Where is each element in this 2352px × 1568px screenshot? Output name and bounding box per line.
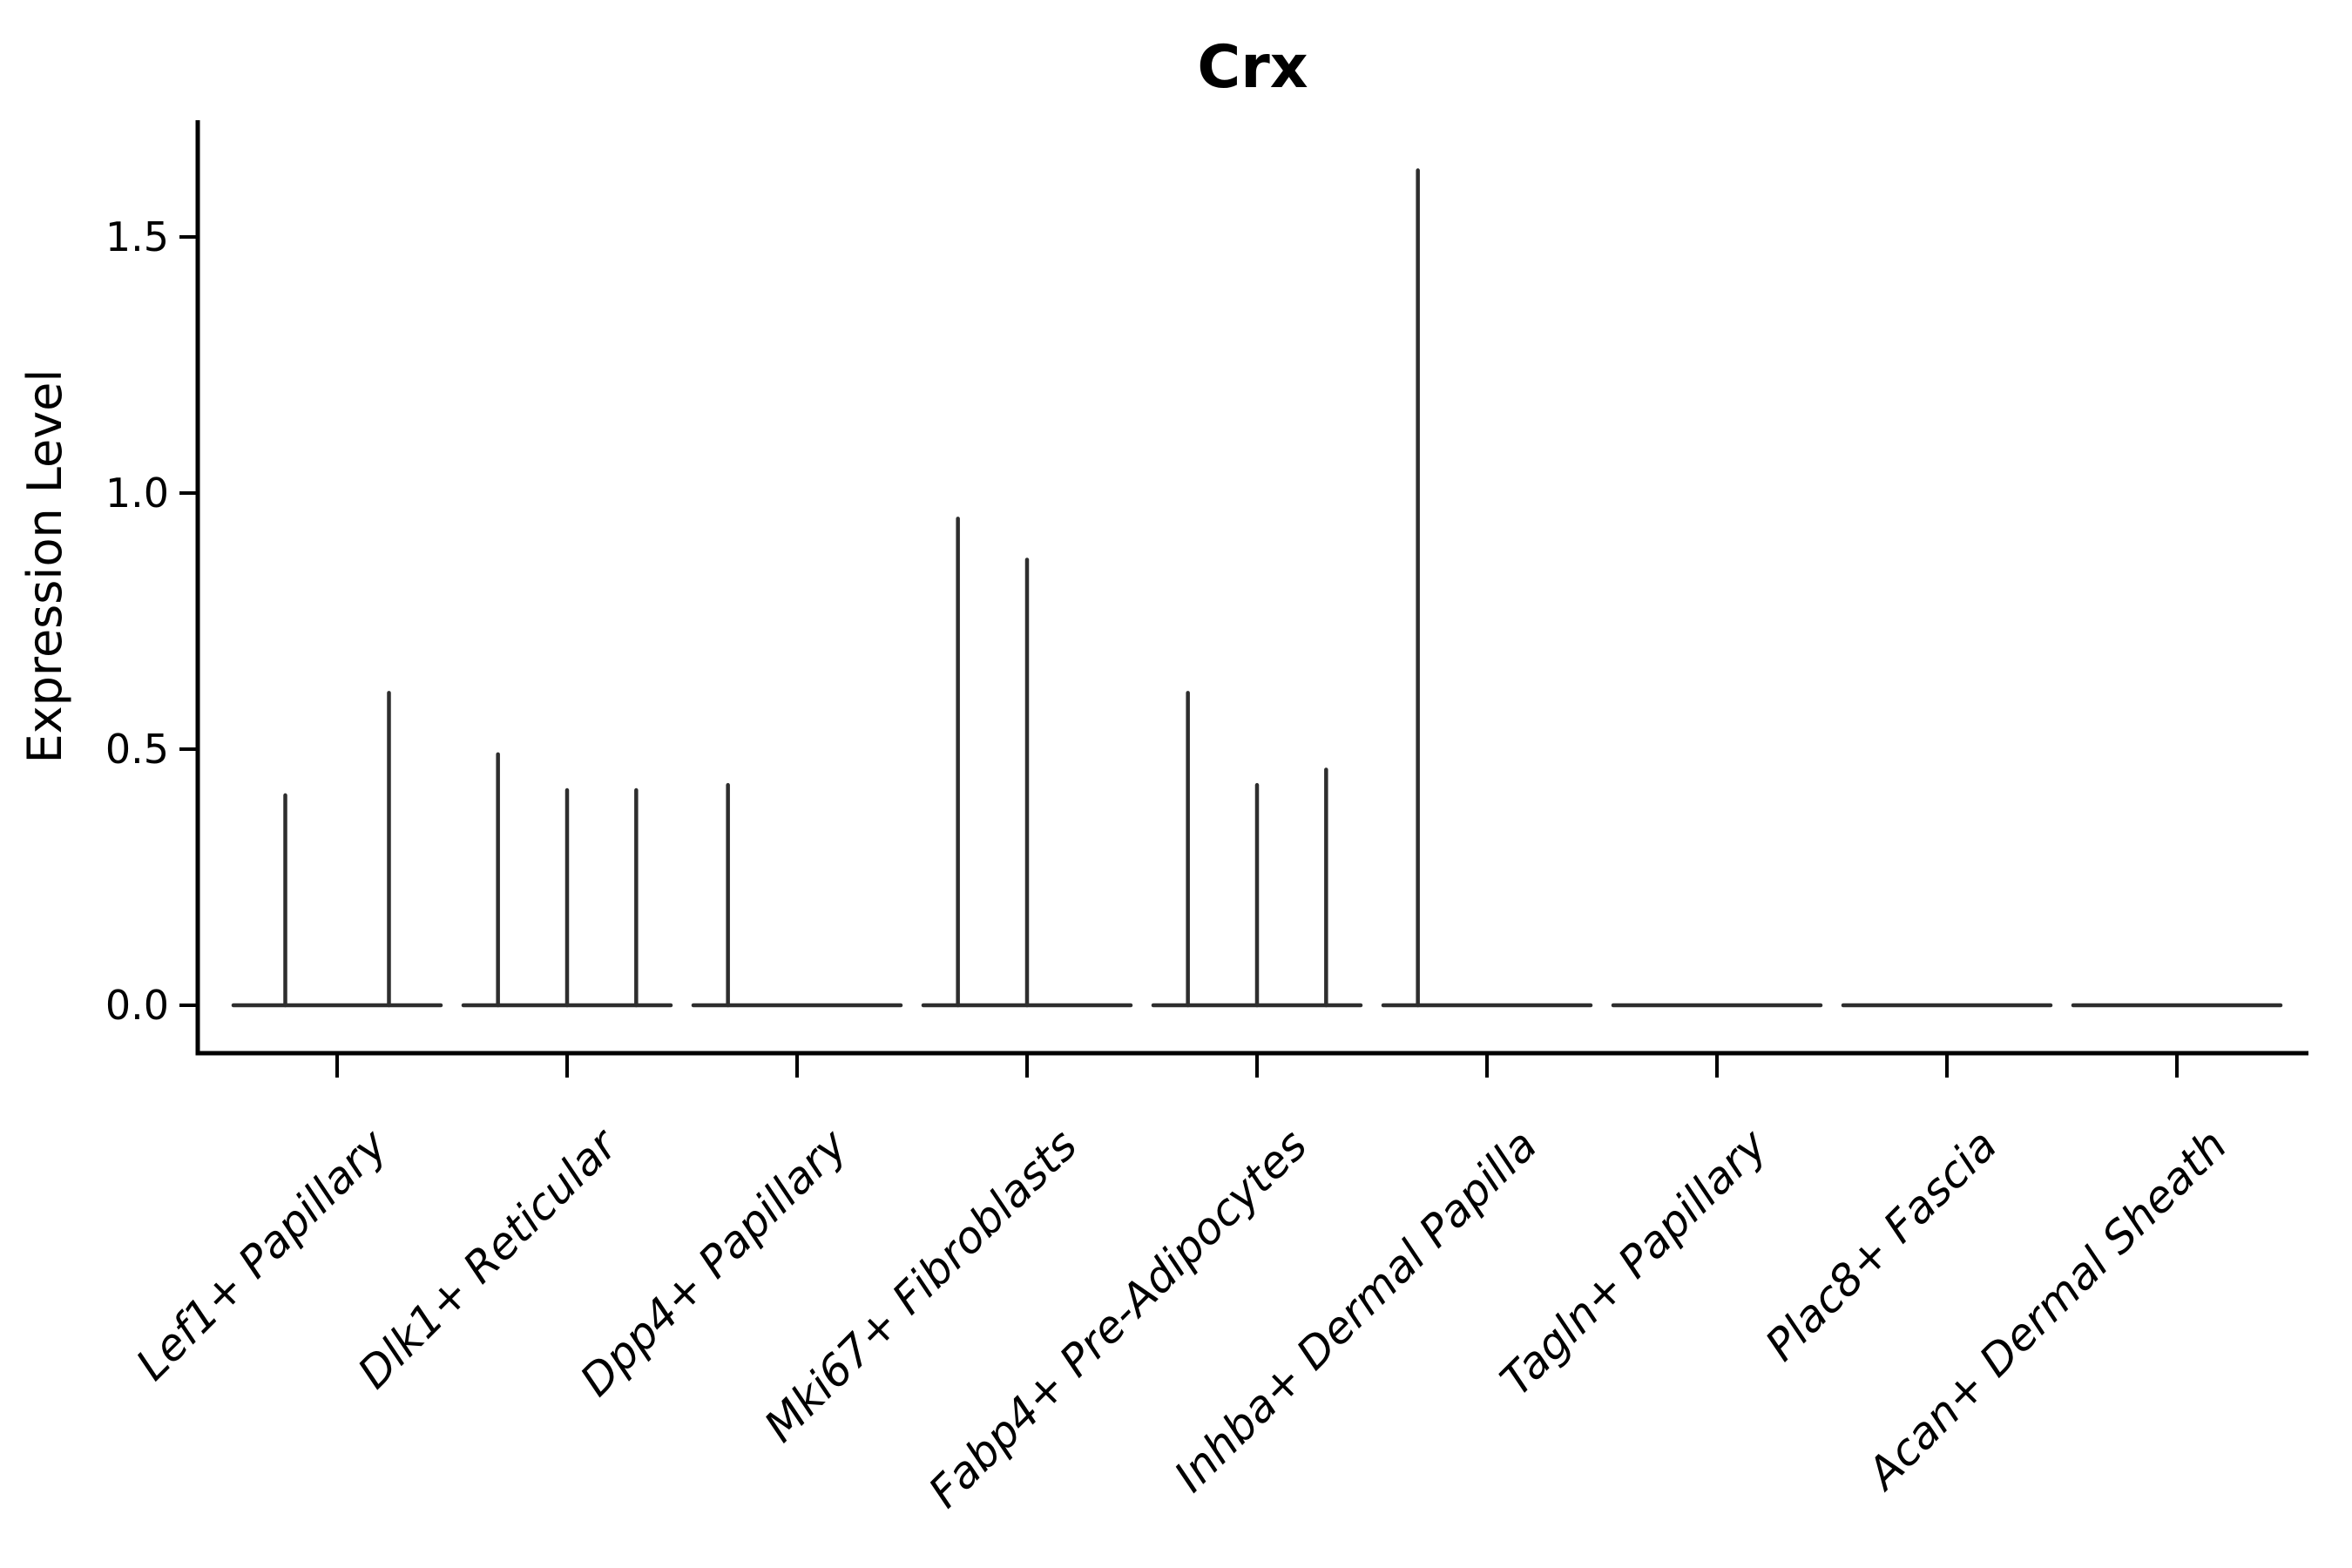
x-tick-label: Fabp4+ Pre-Adipocytes [919,1119,1317,1517]
y-tick-label: 1.5 [105,213,169,260]
y-tick-label: 0.5 [105,726,169,773]
x-tick-label: Plac8+ Fascia [1756,1119,2007,1370]
y-tick-label: 0.0 [105,982,169,1029]
x-tick-label: Inhba+ Dermal Papilla [1165,1119,1546,1501]
y-axis-label: Expression Level [17,369,72,764]
x-tick-label: Lef1+ Papillary [126,1119,397,1389]
y-tick-label: 1.0 [105,470,169,517]
chart-title: Crx [1197,33,1308,102]
violins-layer [231,168,2283,1008]
